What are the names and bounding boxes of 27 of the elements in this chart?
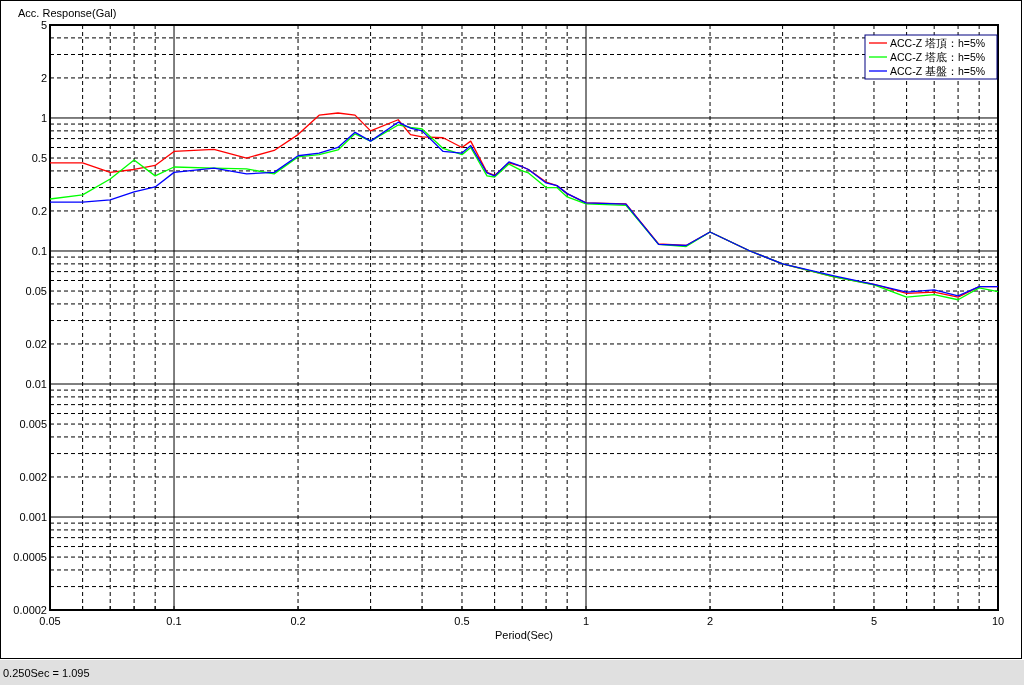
x-axis-title: Period(Sec)	[494, 629, 554, 641]
y-tick-label: 0.005	[19, 418, 47, 431]
y-tick-label: 0.1	[31, 244, 47, 257]
y-tick-label: 0.001	[19, 511, 47, 524]
x-tick-label: 5	[870, 615, 878, 627]
legend-label: ACC-Z 基盤：h=5%	[890, 65, 986, 77]
x-tick-label: 10	[991, 615, 1005, 627]
y-tick-label: 0.0002	[13, 604, 47, 616]
y-tick-label: 1	[40, 111, 47, 124]
x-tick-label: 0.5	[454, 615, 470, 627]
x-tick-label: 0.2	[290, 615, 306, 627]
x-tick-label: 2	[706, 615, 714, 627]
y-tick-label: 0.02	[25, 337, 47, 350]
y-tick-label: 0.01	[25, 378, 47, 391]
y-tick-label: 0.5	[31, 152, 47, 165]
legend-label: ACC-Z 塔頂：h=5%	[890, 37, 986, 49]
legend-label: ACC-Z 塔底：h=5%	[890, 51, 986, 63]
y-tick-label: 0.05	[25, 285, 47, 298]
y-tick-label: 0.0005	[13, 551, 47, 564]
text: 0.250Sec = 1.095	[3, 667, 90, 679]
x-tick-label: 1	[582, 615, 590, 627]
y-tick-label: 5	[40, 19, 47, 31]
x-tick-label: 0.1	[166, 615, 182, 627]
y-tick-label: 2	[40, 71, 47, 84]
y-tick-label: 0.002	[19, 470, 47, 483]
y-tick-label: 0.2	[31, 204, 47, 217]
y-axis-title: Acc. Response(Gal)	[18, 7, 117, 19]
